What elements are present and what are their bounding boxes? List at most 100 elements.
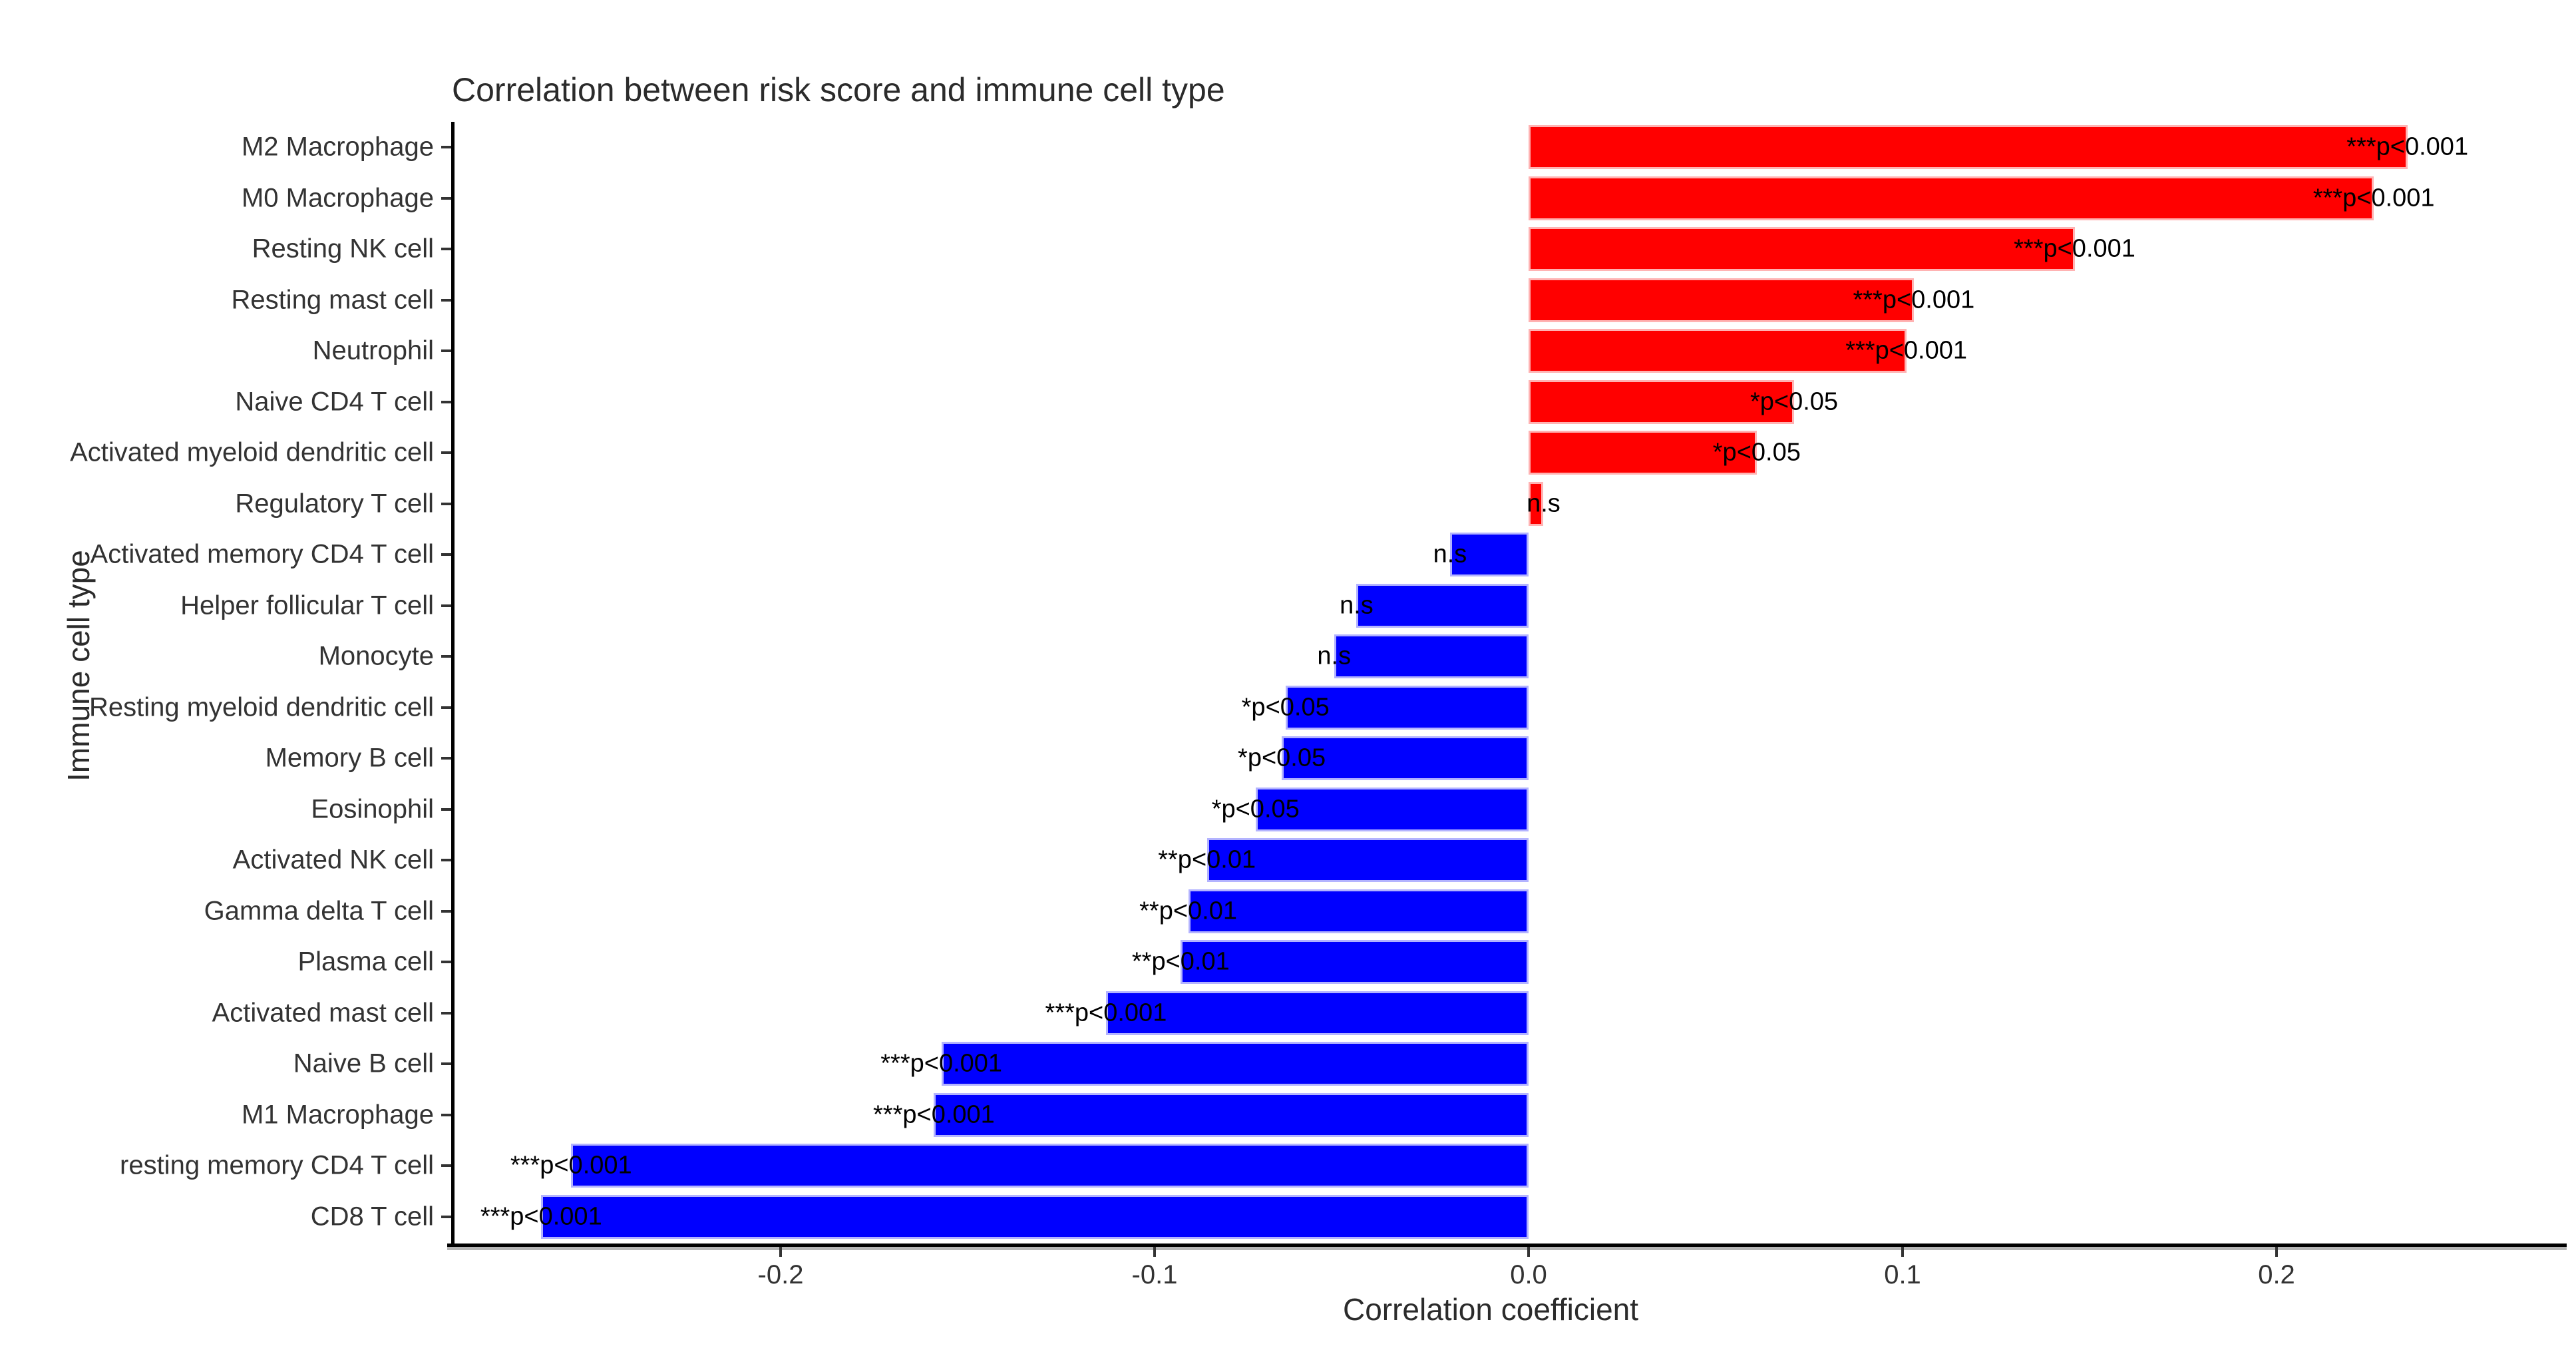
significance-label: *p<0.05 <box>1712 438 1801 467</box>
significance-label: ***p<0.001 <box>2014 234 2135 263</box>
x-tick-label: -0.2 <box>757 1260 804 1289</box>
y-tick-mark <box>441 451 451 455</box>
y-axis-category-label: Resting NK cell <box>252 234 434 264</box>
y-tick-mark <box>441 1062 451 1066</box>
significance-label: ***p<0.001 <box>1853 286 1975 314</box>
bar <box>1529 278 1914 322</box>
y-tick-mark <box>441 909 451 913</box>
x-tick-label: -0.1 <box>1131 1260 1178 1289</box>
significance-label: ***p<0.001 <box>2312 184 2435 212</box>
y-axis-category-label: Memory B cell <box>265 743 434 773</box>
significance-label: *p<0.05 <box>1241 693 1330 722</box>
bar <box>1529 227 2075 272</box>
y-axis-category-label: Activated mast cell <box>212 998 434 1028</box>
bar <box>1529 125 2408 170</box>
y-axis-category-label: Eosinophil <box>311 794 434 824</box>
bar <box>1285 685 1529 730</box>
significance-label: ***p<0.001 <box>480 1202 602 1231</box>
x-tick-mark <box>1153 1247 1156 1257</box>
bar <box>1105 991 1529 1035</box>
x-tick-mark <box>1901 1247 1904 1257</box>
y-tick-mark <box>441 604 451 607</box>
y-axis-category-label: Helper follicular T cell <box>180 590 434 620</box>
y-axis-category-label: Neutrophil <box>312 336 434 365</box>
bar <box>541 1194 1529 1239</box>
bar <box>1449 533 1529 577</box>
y-axis-category-label: CD8 T cell <box>310 1202 434 1232</box>
y-axis-line <box>451 122 455 1247</box>
significance-label: ***p<0.001 <box>510 1151 632 1180</box>
y-tick-mark <box>441 502 451 505</box>
significance-label: ***p<0.001 <box>880 1049 1003 1078</box>
y-axis-category-label: Activated memory CD4 T cell <box>90 539 434 569</box>
y-axis-category-label: Activated NK cell <box>232 845 434 875</box>
y-axis-category-label: Naive CD4 T cell <box>235 387 434 417</box>
y-tick-mark <box>441 655 451 658</box>
y-axis-category-label: Plasma cell <box>297 947 434 977</box>
significance-label: ***p<0.001 <box>2346 132 2469 161</box>
significance-label: **p<0.01 <box>1131 947 1230 976</box>
y-tick-mark <box>441 196 451 200</box>
significance-label: ***p<0.001 <box>873 1100 995 1129</box>
significance-label: *p<0.05 <box>1749 387 1839 416</box>
y-tick-mark <box>441 807 451 811</box>
significance-label: **p<0.01 <box>1158 845 1256 874</box>
significance-label: *p<0.05 <box>1238 744 1326 772</box>
y-tick-mark <box>441 400 451 403</box>
bar <box>571 1144 1529 1188</box>
y-tick-mark <box>441 961 451 964</box>
x-tick-mark <box>779 1247 782 1257</box>
y-tick-mark <box>441 298 451 302</box>
y-tick-mark <box>441 1215 451 1218</box>
bar <box>941 1042 1529 1086</box>
bar <box>1529 431 1757 475</box>
significance-label: n.s <box>1340 591 1374 620</box>
y-tick-mark <box>441 146 451 149</box>
bar <box>1529 481 1544 526</box>
bar <box>1529 329 1907 373</box>
bar <box>934 1092 1529 1137</box>
x-tick-label: 0.0 <box>1510 1260 1547 1289</box>
bar <box>1529 176 2374 220</box>
y-tick-mark <box>441 706 451 709</box>
significance-label: *p<0.05 <box>1211 795 1300 823</box>
y-axis-category-label: Naive B cell <box>293 1048 434 1078</box>
x-tick-mark <box>1527 1247 1530 1257</box>
y-tick-mark <box>441 1011 451 1015</box>
bar <box>1206 838 1529 883</box>
y-axis-category-label: M0 Macrophage <box>241 183 434 213</box>
y-axis-category-label: Regulatory T cell <box>235 489 434 519</box>
significance-label: n.s <box>1527 489 1561 518</box>
y-tick-mark <box>441 859 451 862</box>
y-axis-category-label: Resting myeloid dendritic cell <box>89 692 434 722</box>
y-axis-category-label: Gamma delta T cell <box>204 896 434 926</box>
y-tick-mark <box>441 757 451 760</box>
significance-label: n.s <box>1317 642 1352 670</box>
significance-label: ***p<0.001 <box>1045 999 1167 1027</box>
significance-label: n.s <box>1433 540 1467 568</box>
bar <box>1356 583 1529 628</box>
bar <box>1282 736 1529 781</box>
y-axis-category-label: M2 Macrophage <box>241 132 434 162</box>
y-axis-category-label: resting memory CD4 T cell <box>120 1150 434 1180</box>
y-tick-mark <box>441 1113 451 1116</box>
y-axis-category-label: M1 Macrophage <box>241 1100 434 1130</box>
x-tick-label: 0.1 <box>1884 1260 1921 1289</box>
bar <box>1188 889 1529 933</box>
x-tick-mark <box>2275 1247 2278 1257</box>
x-axis-line <box>447 1244 2567 1247</box>
bar <box>1255 787 1529 831</box>
bar <box>1181 940 1529 985</box>
y-tick-mark <box>441 248 451 251</box>
x-tick-label: 0.2 <box>2258 1260 2295 1289</box>
x-axis-title: Correlation coefficient <box>1342 1292 1639 1327</box>
y-tick-mark <box>441 553 451 557</box>
significance-label: ***p<0.001 <box>1845 336 1968 365</box>
y-axis-category-label: Monocyte <box>318 641 434 671</box>
chart-title: Correlation between risk score and immun… <box>452 71 1225 109</box>
y-axis-category-label: Resting mast cell <box>231 285 434 315</box>
y-tick-mark <box>441 1164 451 1168</box>
bar <box>1334 634 1529 679</box>
y-tick-mark <box>441 349 451 353</box>
